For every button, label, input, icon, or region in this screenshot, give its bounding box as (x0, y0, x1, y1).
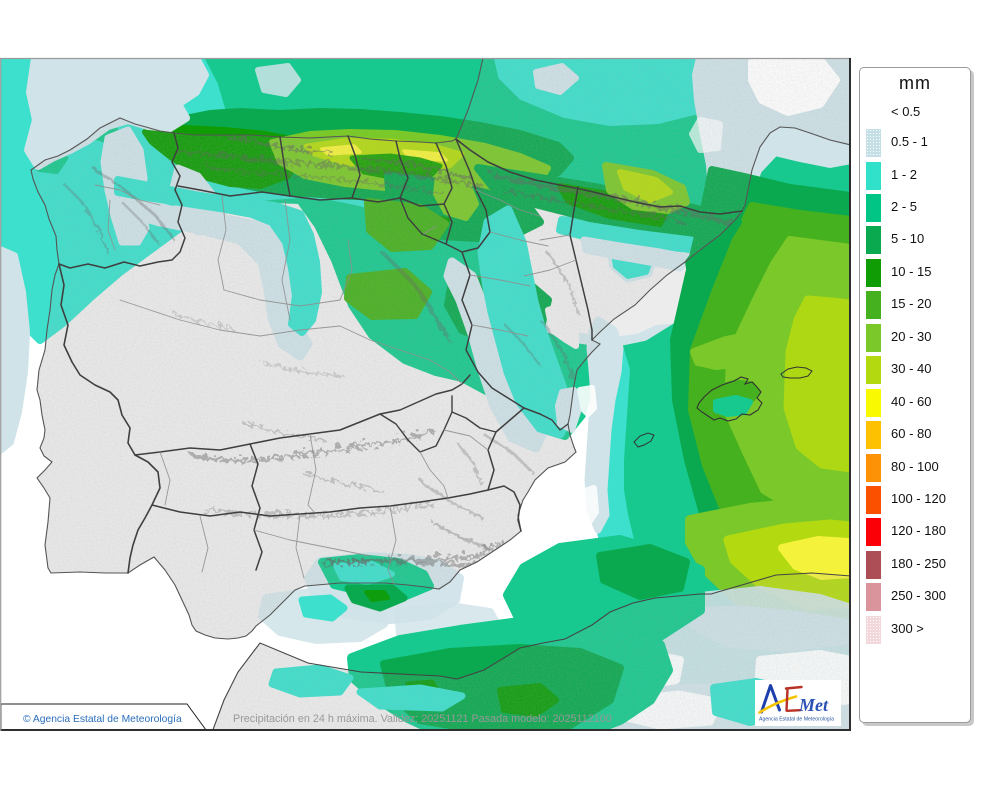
svg-text:Met: Met (798, 695, 829, 715)
svg-text:Precipitación en 24 h máxima.: Precipitación en 24 h máxima. Validez: 2… (233, 713, 612, 725)
svg-text:Agencia Estatal de Meteorologí: Agencia Estatal de Meteorología (759, 717, 834, 723)
svg-text:© Agencia Estatal de Meteorolo: © Agencia Estatal de Meteorología (23, 714, 182, 725)
